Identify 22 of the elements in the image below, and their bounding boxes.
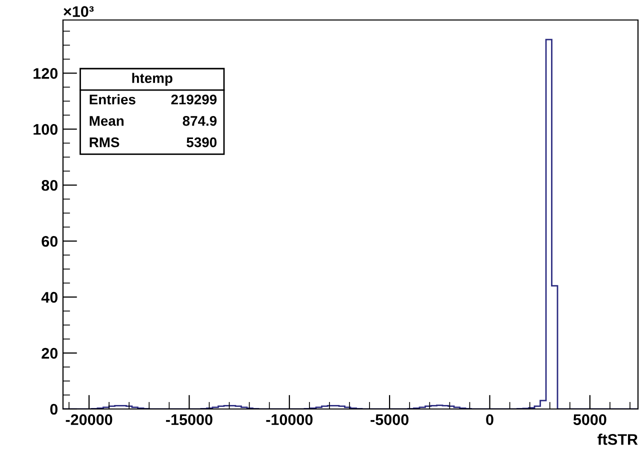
x-tick-label: -20000 bbox=[66, 414, 112, 426]
y-tick-label: 20 bbox=[42, 348, 58, 359]
annotation: 874.9 bbox=[182, 116, 217, 126]
x-axis-title: ftSTR bbox=[598, 434, 638, 445]
x-tick-label: -15000 bbox=[166, 414, 212, 426]
x-tick-label: 5000 bbox=[573, 414, 606, 426]
annotation: RMS bbox=[90, 137, 120, 148]
y-tick-label: 120 bbox=[34, 68, 58, 79]
x-tick-label: -5000 bbox=[370, 414, 408, 426]
annotation: Mean bbox=[90, 116, 124, 126]
annotation: 5390 bbox=[186, 137, 217, 148]
annotation: htemp bbox=[132, 72, 172, 86]
annotation: 219299 bbox=[171, 94, 217, 104]
y-tick-label: 40 bbox=[41, 292, 58, 303]
x-tick-label: -10000 bbox=[266, 414, 313, 426]
annotation: Entries bbox=[90, 94, 136, 104]
y-tick-label: 100 bbox=[34, 124, 58, 135]
y-axis-title: ×10³ bbox=[64, 6, 94, 17]
y-tick-label: 0 bbox=[50, 404, 58, 415]
y-tick-label: 80 bbox=[42, 180, 58, 191]
x-tick-label: 0 bbox=[486, 414, 494, 426]
y-tick-label: 60 bbox=[42, 236, 58, 247]
